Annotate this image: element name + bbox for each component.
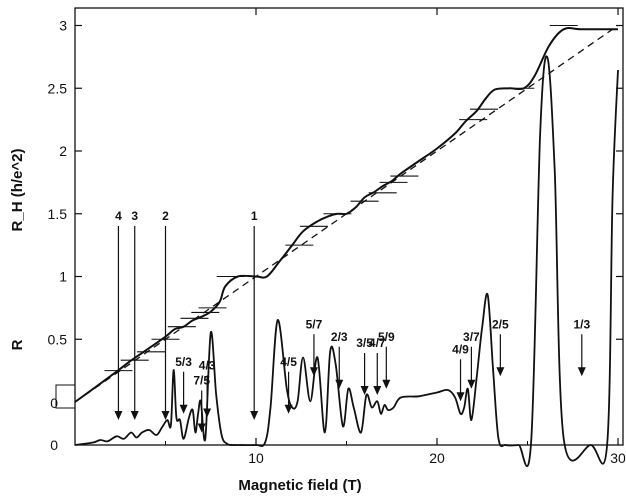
annotation-arrowhead bbox=[161, 411, 170, 420]
x-tick-label: 10 bbox=[248, 450, 264, 466]
annotation-arrowhead bbox=[114, 411, 123, 420]
annotation-label: 3/7 bbox=[463, 330, 480, 344]
x-tick-label: 20 bbox=[429, 450, 445, 466]
annotation-label: 4/3 bbox=[199, 359, 216, 373]
r-axis-bracket bbox=[55, 384, 75, 409]
y-tick-label: 1 bbox=[59, 269, 67, 285]
y-tick-label: 3 bbox=[59, 18, 67, 34]
y-tick-label: 1.5 bbox=[48, 206, 68, 222]
annotation-label: 4/5 bbox=[280, 355, 297, 369]
annotation-label: 2 bbox=[162, 209, 169, 223]
annotation-arrowhead bbox=[284, 404, 293, 414]
annotation-label: 4 bbox=[115, 209, 122, 223]
annotation-arrowhead bbox=[309, 367, 318, 377]
annotation-arrowhead bbox=[203, 408, 212, 418]
annotation-label: 3/5 bbox=[356, 336, 373, 350]
annotation-label: 2/3 bbox=[331, 330, 348, 344]
annotation-arrowhead bbox=[360, 386, 369, 395]
annotation-label: 2/5 bbox=[492, 317, 509, 331]
annotation-arrowhead bbox=[373, 386, 382, 395]
annotation-arrowhead bbox=[382, 379, 391, 389]
y-tick-label: 0.5 bbox=[48, 331, 68, 347]
annotation-arrowhead bbox=[456, 392, 465, 402]
annotation-arrowhead bbox=[250, 411, 259, 420]
x-tick-label: 30 bbox=[610, 450, 626, 466]
x-axis-title: Magnetic field (T) bbox=[238, 477, 361, 494]
annotation-arrowhead bbox=[335, 379, 344, 389]
hall-resistance-curve bbox=[74, 27, 618, 403]
longitudinal-resistance-curve bbox=[74, 55, 619, 468]
rh-zero-label: 0 bbox=[50, 395, 58, 411]
annotation-arrowhead bbox=[130, 411, 139, 420]
annotation-label: 4/9 bbox=[452, 342, 469, 356]
annotation-label: 4/7 bbox=[369, 336, 386, 350]
r-zero-label: 0 bbox=[50, 437, 58, 453]
annotation-label: 1/3 bbox=[573, 317, 590, 331]
data-curves bbox=[74, 27, 619, 468]
y-axis-title-rh: R_H (h/e^2) bbox=[9, 149, 26, 232]
annotation-label: 5/7 bbox=[306, 317, 323, 331]
y-axis-title-r: R bbox=[9, 339, 26, 350]
annotation-label: 7/5 bbox=[193, 374, 210, 388]
annotation-label: 5/9 bbox=[378, 330, 395, 344]
annotation-arrowhead bbox=[467, 379, 476, 389]
annotation-arrowhead bbox=[197, 423, 206, 433]
filling-factor-annotations: 4 3 2 1 5/3 4/37/5 4/5 5/7 2/3 3/54/75/9 4/93/7 2/5… bbox=[114, 209, 590, 433]
annotation-label: 3 bbox=[131, 209, 138, 223]
y-tick-label: 2 bbox=[59, 143, 67, 159]
annotation-arrowhead bbox=[179, 404, 188, 414]
annotation-arrowhead bbox=[577, 367, 586, 377]
annotation-arrowhead bbox=[496, 367, 505, 377]
y-tick-label: 2.5 bbox=[48, 80, 68, 96]
plot-frame bbox=[74, 7, 624, 446]
annotation-label: 1 bbox=[251, 209, 258, 223]
annotation-label: 5/3 bbox=[175, 355, 192, 369]
